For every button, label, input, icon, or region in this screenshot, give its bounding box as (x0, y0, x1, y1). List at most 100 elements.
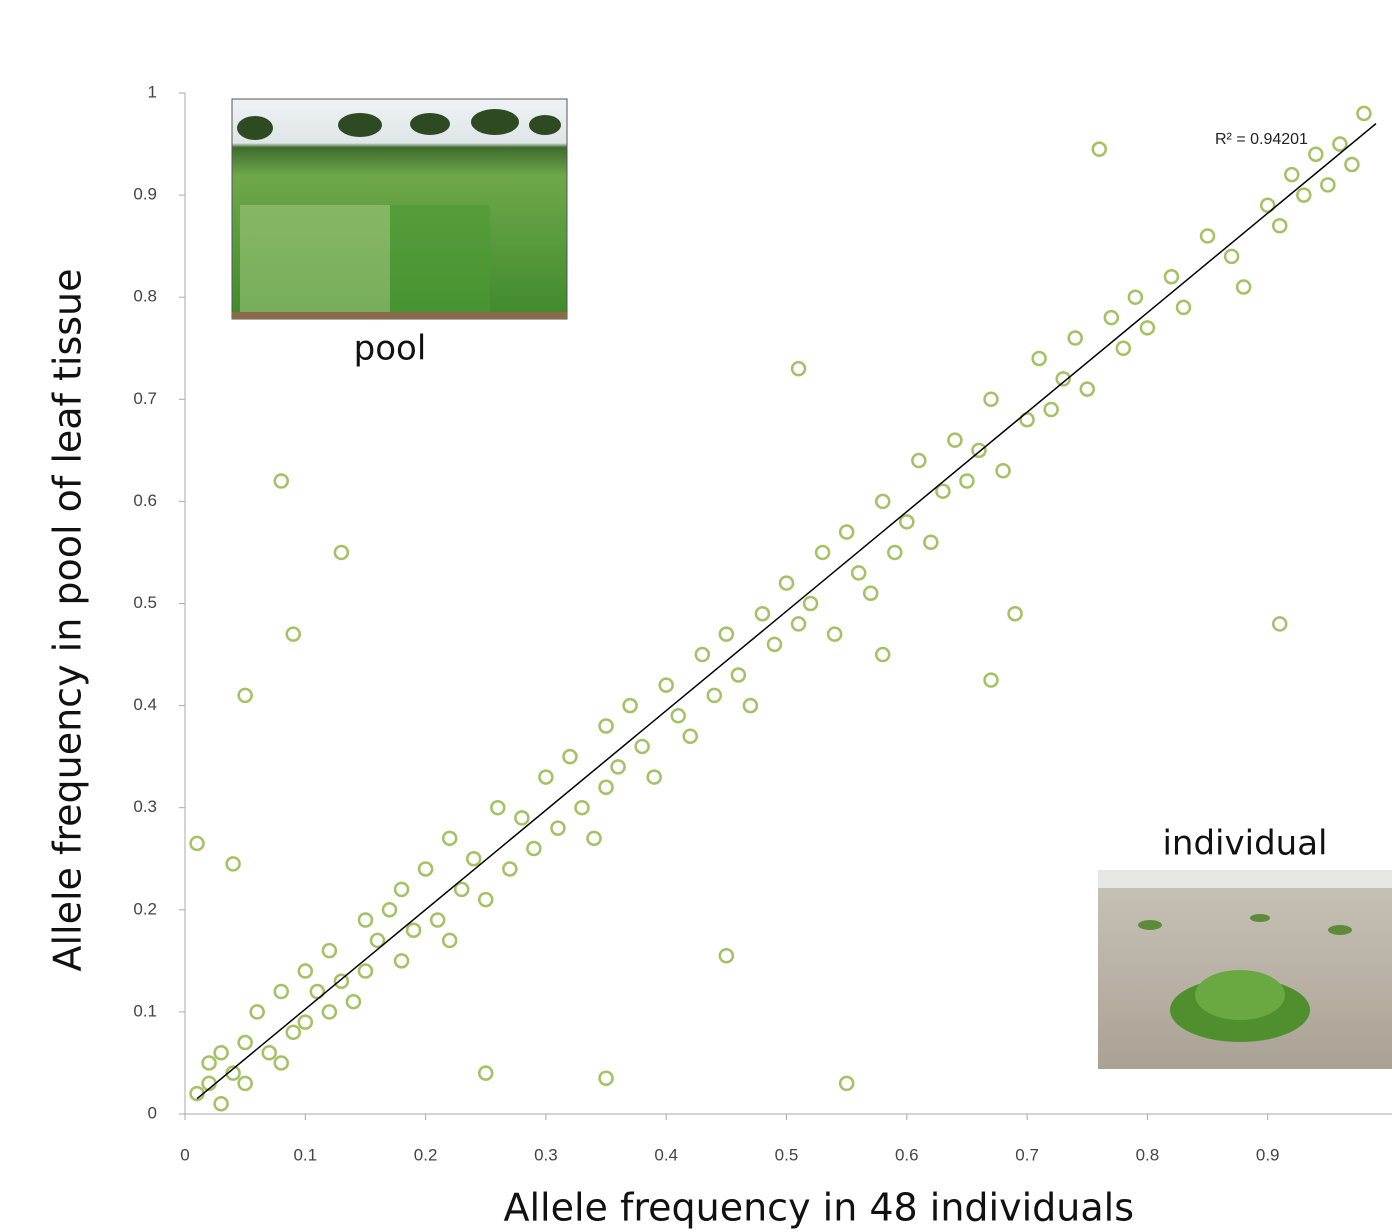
point (225, 1065, 241, 1081)
point (478, 1065, 494, 1081)
point (983, 672, 999, 688)
pool-label: pool (354, 329, 427, 369)
point (1320, 177, 1336, 193)
point (441, 932, 458, 949)
point (1235, 279, 1252, 295)
point (538, 769, 554, 785)
y-tick-label: 1 (148, 82, 157, 101)
point (1199, 228, 1216, 244)
y-tick-label: 0.4 (133, 695, 157, 714)
y-tick-label: 0.2 (133, 899, 157, 918)
x-tick-label: 0.9 (1256, 1145, 1280, 1164)
point (814, 544, 831, 561)
point (285, 1024, 302, 1041)
point (646, 769, 662, 785)
point (1296, 187, 1312, 203)
point (802, 595, 819, 612)
point (959, 473, 975, 489)
point (622, 697, 638, 714)
point (249, 1004, 265, 1020)
point (1175, 299, 1192, 316)
point (586, 830, 602, 847)
point (321, 942, 338, 959)
point (694, 646, 711, 663)
individual-photo (1098, 870, 1392, 1069)
point (369, 932, 386, 949)
point (790, 360, 807, 377)
point (237, 1075, 253, 1092)
point (297, 963, 314, 979)
point (237, 1034, 253, 1051)
point (670, 708, 686, 724)
point (1163, 269, 1180, 285)
point (285, 626, 302, 642)
y-tick-label: 0.7 (133, 389, 157, 408)
point (273, 473, 289, 489)
point (453, 881, 470, 898)
point (1007, 605, 1023, 622)
point (598, 1070, 614, 1087)
point (1308, 146, 1324, 163)
point (465, 851, 482, 867)
point (201, 1055, 217, 1071)
x-axis-title: Allele frequency in 48 individuals (503, 1186, 1134, 1230)
point (1356, 105, 1372, 122)
point (658, 677, 674, 693)
point (490, 799, 506, 816)
point (441, 830, 458, 847)
pool-photo (231, 98, 568, 320)
point (1332, 136, 1348, 152)
point (357, 912, 374, 928)
point (935, 483, 951, 499)
point (1055, 371, 1071, 387)
point (237, 687, 253, 704)
point (333, 544, 350, 561)
point (514, 810, 530, 826)
point (911, 452, 927, 469)
point (1091, 141, 1108, 157)
point (225, 856, 241, 872)
point (1103, 309, 1120, 326)
x-tick-label: 0.1 (293, 1145, 317, 1164)
point (1344, 156, 1360, 173)
x-tick-label: 0.8 (1136, 1145, 1160, 1164)
y-tick-label: 0.9 (133, 185, 157, 204)
point (730, 667, 747, 683)
y-tick-label: 0.5 (133, 593, 157, 612)
point (610, 759, 626, 775)
point (273, 983, 289, 1000)
point (478, 891, 494, 908)
point (862, 585, 879, 602)
point (189, 835, 205, 852)
point (838, 524, 855, 540)
y-tick-label: 0.3 (133, 797, 157, 816)
x-tick-label: 0.3 (534, 1145, 558, 1164)
x-tick-label: 0.7 (1015, 1145, 1039, 1164)
point (345, 993, 362, 1010)
point (1139, 320, 1156, 336)
point (983, 391, 999, 408)
point (850, 565, 867, 581)
individual-label: individual (1162, 824, 1327, 864)
x-tick-label: 0.6 (895, 1145, 919, 1164)
x-tick-label: 0 (180, 1145, 189, 1164)
point (1067, 330, 1083, 346)
point (526, 840, 542, 857)
point (1115, 340, 1132, 356)
point (923, 534, 939, 550)
point (405, 922, 422, 938)
point (1223, 248, 1240, 265)
point (887, 544, 903, 561)
point (502, 861, 518, 877)
point (1127, 289, 1144, 305)
point (1043, 401, 1059, 418)
y-axis-title: Allele frequency in pool of leaf tissue (46, 268, 90, 971)
x-tick-label: 0.4 (654, 1145, 678, 1164)
point (1019, 411, 1035, 428)
point (995, 463, 1011, 479)
point (682, 728, 699, 744)
y-tick-label: 0.1 (133, 1001, 157, 1020)
trendline (196, 123, 1377, 1100)
point (778, 575, 795, 591)
point (718, 626, 735, 642)
